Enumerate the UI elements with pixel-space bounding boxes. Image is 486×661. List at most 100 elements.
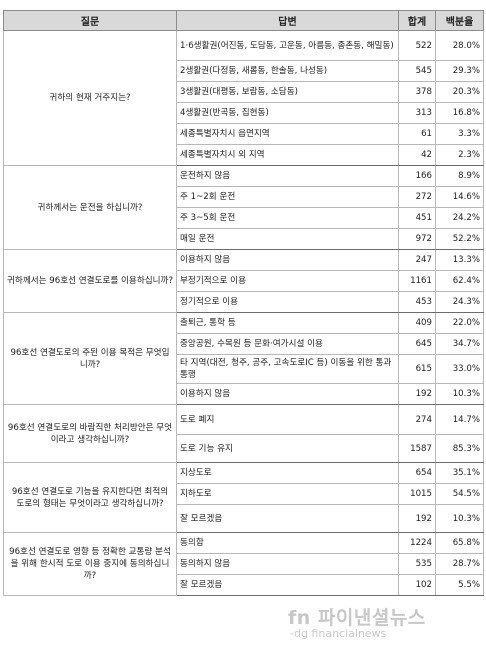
answer-cell: 지하도로 [176,483,399,505]
watermark-brand: fn 파이낸셜뉴스 [288,607,426,629]
total-cell: 1224 [398,532,436,554]
answer-cell: 매일 운전 [176,228,399,250]
total-cell: 1587 [398,434,436,463]
percent-cell: 16.8% [435,102,484,124]
percent-cell: 13.3% [435,249,484,271]
total-cell: 192 [398,504,436,533]
table-row: 96호선 연결도로 기능을 유지한다면 최적의 도로의 형태는 무엇이라고 생각… [3,462,484,533]
percent-cell: 28.0% [435,30,484,61]
total-cell: 1015 [398,483,436,505]
total-cell: 274 [398,404,436,435]
table-row: 이용하지 않음 192 10.3% [4,383,484,405]
total-cell: 972 [398,228,436,250]
answer-cell: 지상도로 [176,462,399,484]
percent-cell: 52.2% [435,228,484,250]
answer-cell: 2생활권(다정동, 새롬동, 한솔동, 나성동) [176,60,399,82]
total-cell: 61 [398,123,436,145]
total-cell: 247 [398,249,436,271]
percent-cell: 10.3% [435,383,484,405]
header-percent: 백분율 [435,10,484,31]
header-question: 질문 [3,10,177,31]
percent-cell: 14.7% [435,404,484,435]
question-cell: 96호선 연결도로의 주된 이용 목적은 무엇입니까? [3,312,177,405]
answer-cell: 잘 모르겠음 [176,504,399,533]
total-cell: 409 [398,312,436,334]
percent-cell: 85.3% [435,434,484,463]
answer-cell: 출퇴근, 통학 등 [176,312,399,334]
percent-cell: 24.2% [435,207,484,229]
total-cell: 192 [398,383,436,405]
answer-cell: 세종특별자치시 외 지역 [176,144,399,166]
percent-cell: 20.3% [435,81,484,103]
table-row: 잘 모르겠음 102 5.5% [4,574,484,596]
answer-cell: 주 1~2회 운전 [176,186,399,208]
total-cell: 42 [398,144,436,166]
total-cell: 1161 [398,270,436,292]
total-cell: 451 [398,207,436,229]
table-row: 타 지역(대전, 청주, 공주, 고속도로IC 등) 이동을 위한 통과통행 61… [4,354,484,384]
answer-cell: 4생활권(반곡동, 집현동) [176,102,399,124]
percent-cell: 28.7% [435,553,484,575]
watermark-domain: -dg financialnews [290,627,387,640]
percent-cell: 62.4% [435,270,484,292]
table-row: 주 3~5회 운전 451 24.2% [4,207,484,229]
answer-cell: 잘 모르겠음 [176,574,399,596]
percent-cell: 14.6% [435,186,484,208]
total-cell: 645 [398,333,436,355]
answer-cell: 이용하지 않음 [176,249,399,271]
survey-results-table: 질문 답변 합계 백분율 귀하의 현재 거주지는? 1·6생활권(어진동, 도담동… [3,10,484,596]
percent-cell: 65.8% [435,532,484,554]
header-row: 질문 답변 합계 백분율 [3,10,484,31]
percent-cell: 10.3% [435,504,484,533]
total-cell: 654 [398,462,436,484]
question-cell: 귀하께서는 96호선 연결도로를 이용하십니까? [3,249,177,313]
total-cell: 378 [398,81,436,103]
answer-cell: 세종특별자치시 읍면지역 [176,123,399,145]
header-answer: 답변 [176,10,399,31]
percent-cell: 33.0% [435,354,484,384]
header-total: 합계 [398,10,436,31]
total-cell: 313 [398,102,436,124]
percent-cell: 35.1% [435,462,484,484]
total-cell: 453 [398,291,436,313]
answer-cell: 부정기적으로 이용 [176,270,399,292]
percent-cell: 8.9% [435,165,484,187]
percent-cell: 5.5% [435,574,484,596]
answer-cell: 타 지역(대전, 청주, 공주, 고속도로IC 등) 이동을 위한 통과통행 [176,354,399,384]
answer-cell: 정기적으로 이용 [176,291,399,313]
answer-cell: 도로 기능 유지 [176,434,399,463]
total-cell: 272 [398,186,436,208]
table-row: 중앙공원, 수목원 등 문화·여가시설 이용 645 34.7% [4,333,484,355]
answer-cell: 동의함 [176,532,399,554]
answer-cell: 이용하지 않음 [176,383,399,405]
table-row: 정기적으로 이용 453 24.3% [4,291,484,313]
table-row: 잘 모르겠음 192 10.3% [4,504,484,533]
answer-cell: 동의하지 않음 [176,553,399,575]
answer-cell: 중앙공원, 수목원 등 문화·여가시설 이용 [176,333,399,355]
percent-cell: 54.5% [435,483,484,505]
total-cell: 615 [398,354,436,384]
table-row: 귀하께서는 96호선 연결도로를 이용하십니까? 이용하지 않음 247 13.3% [3,249,484,313]
answer-cell: 1·6생활권(어진동, 도담동, 고운동, 아름동, 종촌동, 해밀동) [176,30,399,61]
percent-cell: 24.3% [435,291,484,313]
percent-cell: 34.7% [435,333,484,355]
total-cell: 102 [398,574,436,596]
answer-cell: 도로 폐지 [176,404,399,435]
table-row: 귀하의 현재 거주지는? 1·6생활권(어진동, 도담동, 고운동, 아름동, 종… [3,30,484,166]
question-cell: 귀하께서는 운전을 하십니까? [3,165,177,250]
total-cell: 166 [398,165,436,187]
question-cell: 귀하의 현재 거주지는? [3,30,177,166]
table-row: 4생활권(반곡동, 집현동) 313 16.8% [4,102,484,124]
answer-cell: 3생활권(대평동, 보람동, 소담동) [176,81,399,103]
table-row: 귀하께서는 운전을 하십니까? 운전하지 않음 166 8.9% [3,165,484,250]
answer-cell: 주 3~5회 운전 [176,207,399,229]
table-row: 96호선 연결도로 영향 등 정확한 교통량 분석을 위해 한시적 도로 이용 … [3,532,484,596]
table-row: 지하도로 1015 54.5% [4,483,484,505]
question-cell: 96호선 연결도로의 바람직한 처리방안은 무엇이라고 생각하십니까? [3,404,177,463]
table-row: 세종특별자치시 읍면지역 61 3.3% [4,123,484,145]
question-cell: 96호선 연결도로 영향 등 정확한 교통량 분석을 위해 한시적 도로 이용 … [3,532,177,596]
table-row: 2생활권(다정동, 새롬동, 한솔동, 나성동) 545 29.3% [4,60,484,82]
table-row: 도로 기능 유지 1587 85.3% [4,434,484,463]
percent-cell: 22.0% [435,312,484,334]
question-cell: 96호선 연결도로 기능을 유지한다면 최적의 도로의 형태는 무엇이라고 생각… [3,462,177,533]
